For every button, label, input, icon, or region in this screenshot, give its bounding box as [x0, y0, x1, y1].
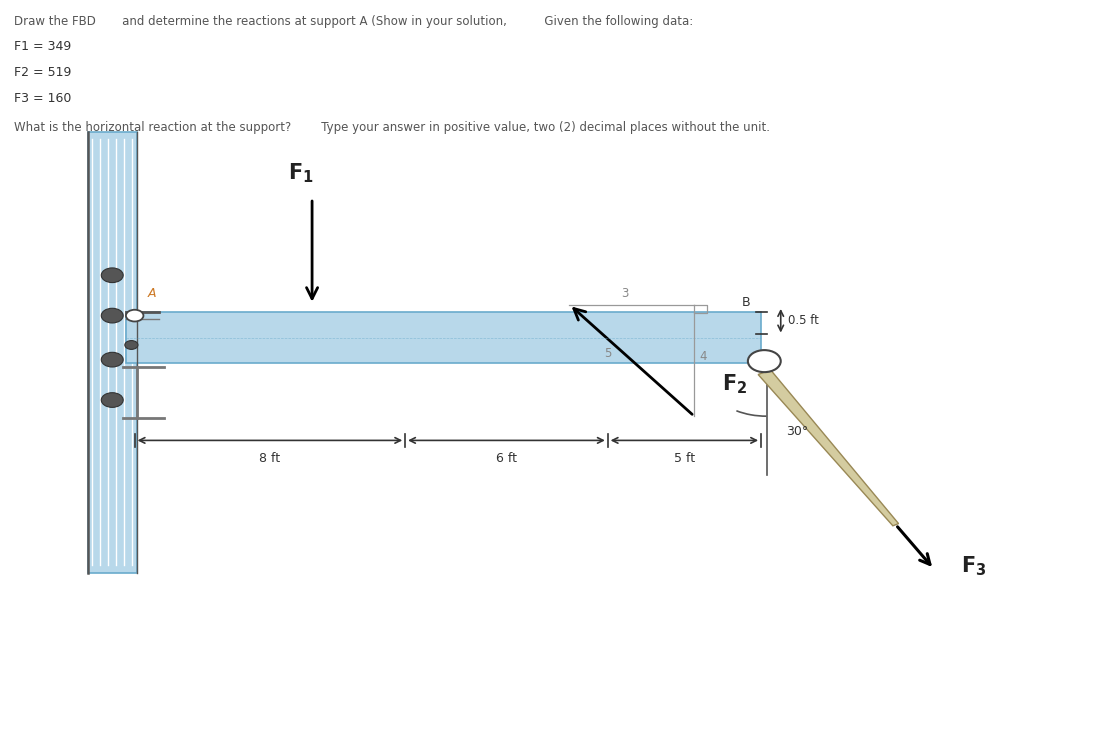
Circle shape: [126, 310, 143, 321]
Bar: [88, 132, 137, 573]
Circle shape: [101, 393, 123, 407]
Text: F2 = 519: F2 = 519: [14, 66, 71, 79]
Text: 6 ft: 6 ft: [496, 452, 517, 465]
Text: 8 ft: 8 ft: [260, 452, 280, 465]
Text: A: A: [148, 287, 157, 300]
Text: F1 = 349: F1 = 349: [14, 40, 71, 54]
Text: Draw the FBD       and determine the reactions at support A (Show in your soluti: Draw the FBD and determine the reactions…: [14, 15, 693, 28]
Circle shape: [101, 352, 123, 367]
Text: $\mathbf{F_3}$: $\mathbf{F_3}$: [961, 555, 987, 578]
Bar: [126, 312, 761, 363]
Circle shape: [125, 341, 138, 349]
Text: 3: 3: [621, 287, 629, 300]
Text: 30°: 30°: [786, 424, 808, 437]
Text: B: B: [741, 296, 750, 309]
Text: What is the horizontal reaction at the support?        Type your answer in posit: What is the horizontal reaction at the s…: [14, 121, 770, 134]
Polygon shape: [758, 370, 899, 526]
Text: 5 ft: 5 ft: [673, 452, 695, 465]
Circle shape: [101, 308, 123, 323]
Text: $\mathbf{F_2}$: $\mathbf{F_2}$: [722, 372, 747, 396]
Text: F3 = 160: F3 = 160: [14, 92, 71, 105]
Text: 0.5 ft: 0.5 ft: [788, 314, 819, 327]
Text: 4: 4: [700, 350, 707, 363]
Circle shape: [101, 268, 123, 283]
Text: $\mathbf{F_1}$: $\mathbf{F_1}$: [288, 161, 313, 186]
Text: 5: 5: [604, 346, 612, 360]
Circle shape: [748, 350, 781, 372]
